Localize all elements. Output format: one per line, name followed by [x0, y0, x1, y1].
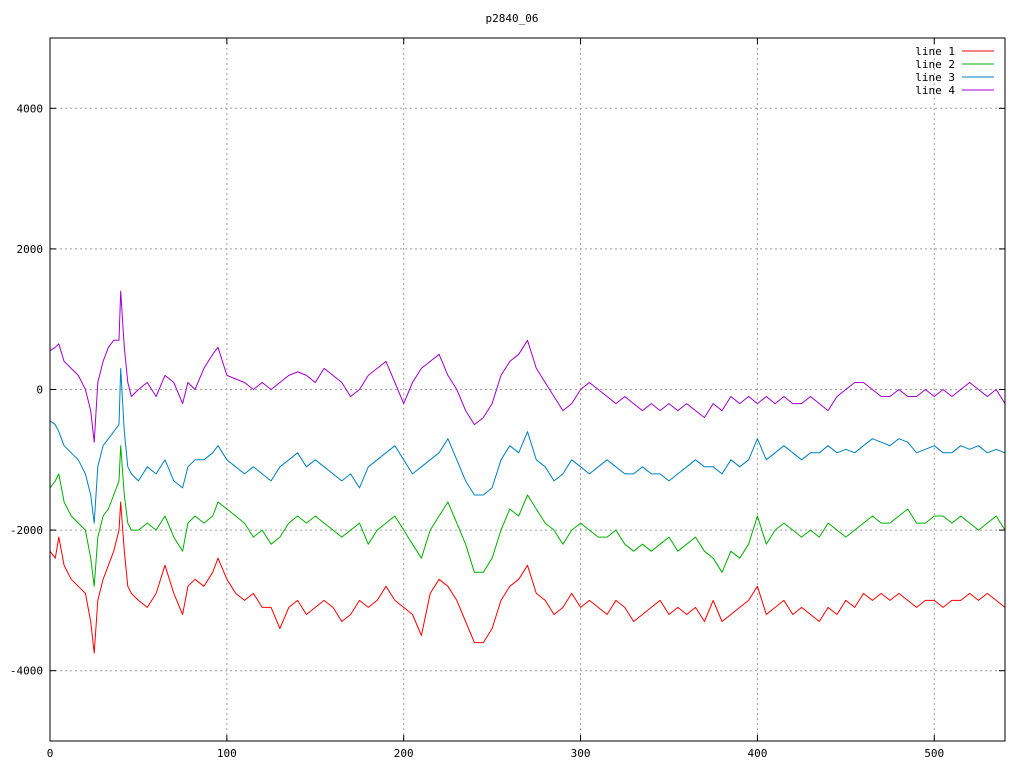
legend-label: line 1	[915, 45, 955, 58]
y-tick-label: -4000	[10, 665, 43, 678]
y-tick-label: 0	[36, 384, 43, 397]
legend-label: line 3	[915, 71, 955, 84]
x-tick-label: 500	[924, 747, 944, 760]
grid-layer	[50, 38, 1005, 741]
axis-layer: 0 100 200 300 400 500 -4000 -2000 0 2000 4000	[10, 38, 1005, 760]
x-tick-label: 300	[571, 747, 591, 760]
x-tick-label: 400	[747, 747, 767, 760]
x-tick-label: 0	[47, 747, 54, 760]
legend-label: line 4	[915, 84, 955, 97]
series-line-4	[49, 290, 1006, 443]
series-line-3	[49, 367, 1006, 524]
chart-title: p2840_06	[486, 12, 539, 25]
x-tick-label: 200	[394, 747, 414, 760]
x-tick-label: 100	[217, 747, 237, 760]
series-line-2	[49, 445, 1006, 587]
legend-label: line 2	[915, 58, 955, 71]
y-tick-label: -2000	[10, 524, 43, 537]
series-line-1	[49, 501, 1006, 654]
y-tick-label: 2000	[17, 243, 44, 256]
series-layer	[49, 290, 1006, 654]
y-tick-label: 4000	[17, 102, 44, 115]
